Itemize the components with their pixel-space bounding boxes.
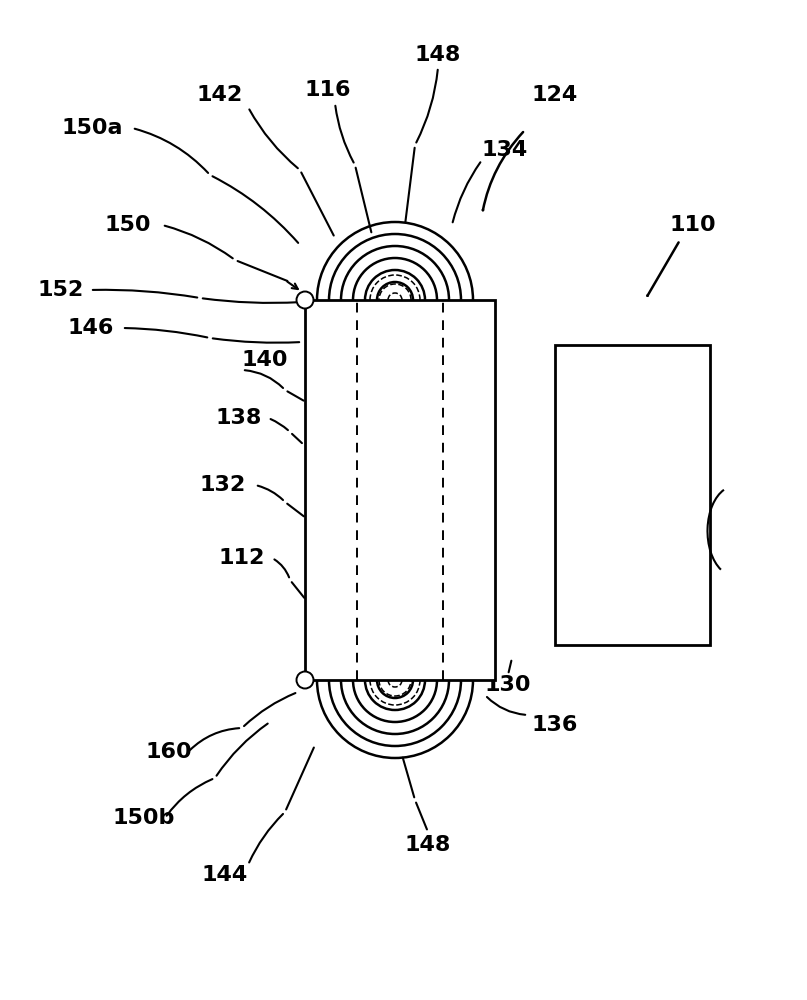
FancyArrowPatch shape xyxy=(287,504,303,516)
Text: 124: 124 xyxy=(532,85,578,105)
Text: 160: 160 xyxy=(145,742,191,762)
FancyArrowPatch shape xyxy=(336,106,353,163)
Text: 144: 144 xyxy=(202,865,249,885)
FancyArrowPatch shape xyxy=(292,434,302,443)
Text: 146: 146 xyxy=(68,318,115,338)
FancyArrowPatch shape xyxy=(135,129,208,173)
FancyArrowPatch shape xyxy=(647,242,679,296)
FancyArrowPatch shape xyxy=(286,748,314,809)
FancyArrowPatch shape xyxy=(165,226,232,258)
FancyArrowPatch shape xyxy=(633,536,651,559)
Circle shape xyxy=(296,672,313,688)
FancyArrowPatch shape xyxy=(244,693,295,726)
FancyArrowPatch shape xyxy=(125,328,207,337)
Text: 130: 130 xyxy=(485,675,531,695)
FancyArrowPatch shape xyxy=(237,261,287,281)
FancyArrowPatch shape xyxy=(405,148,415,222)
Text: 152: 152 xyxy=(38,280,84,300)
FancyArrowPatch shape xyxy=(356,168,371,232)
Text: 140: 140 xyxy=(242,350,288,370)
FancyArrowPatch shape xyxy=(249,109,298,168)
Text: 142: 142 xyxy=(197,85,243,105)
Bar xyxy=(305,300,495,680)
FancyArrowPatch shape xyxy=(93,290,197,298)
FancyArrowPatch shape xyxy=(212,176,298,243)
Text: 150b: 150b xyxy=(112,808,174,828)
FancyArrowPatch shape xyxy=(203,298,299,303)
FancyArrowPatch shape xyxy=(287,391,303,401)
FancyArrowPatch shape xyxy=(487,697,525,715)
FancyArrowPatch shape xyxy=(257,486,283,500)
Text: 136: 136 xyxy=(532,715,579,735)
Text: 150: 150 xyxy=(105,215,151,235)
FancyArrowPatch shape xyxy=(403,758,414,797)
FancyArrowPatch shape xyxy=(166,779,212,816)
FancyArrowPatch shape xyxy=(270,419,288,430)
Text: 116: 116 xyxy=(305,80,351,100)
FancyArrowPatch shape xyxy=(274,559,289,577)
Text: 122: 122 xyxy=(652,562,698,582)
Text: 148: 148 xyxy=(415,45,461,65)
FancyArrowPatch shape xyxy=(292,582,304,598)
FancyArrowPatch shape xyxy=(213,338,299,343)
FancyArrowPatch shape xyxy=(453,162,480,222)
FancyArrowPatch shape xyxy=(190,728,239,750)
Text: 112: 112 xyxy=(218,548,265,568)
FancyArrowPatch shape xyxy=(416,803,427,829)
FancyArrowPatch shape xyxy=(216,724,268,776)
Text: 110: 110 xyxy=(670,215,717,235)
FancyArrowPatch shape xyxy=(301,172,334,236)
Text: 138: 138 xyxy=(215,408,261,428)
FancyArrowPatch shape xyxy=(245,370,283,388)
FancyArrowPatch shape xyxy=(508,661,512,672)
FancyArrowPatch shape xyxy=(249,814,283,862)
Text: 132: 132 xyxy=(200,475,246,495)
Text: 150a: 150a xyxy=(61,118,123,138)
Bar xyxy=(555,345,710,645)
FancyArrowPatch shape xyxy=(416,70,437,143)
Circle shape xyxy=(296,292,313,308)
Text: 148: 148 xyxy=(405,835,451,855)
FancyArrowPatch shape xyxy=(483,132,523,210)
Text: 134: 134 xyxy=(482,140,528,160)
